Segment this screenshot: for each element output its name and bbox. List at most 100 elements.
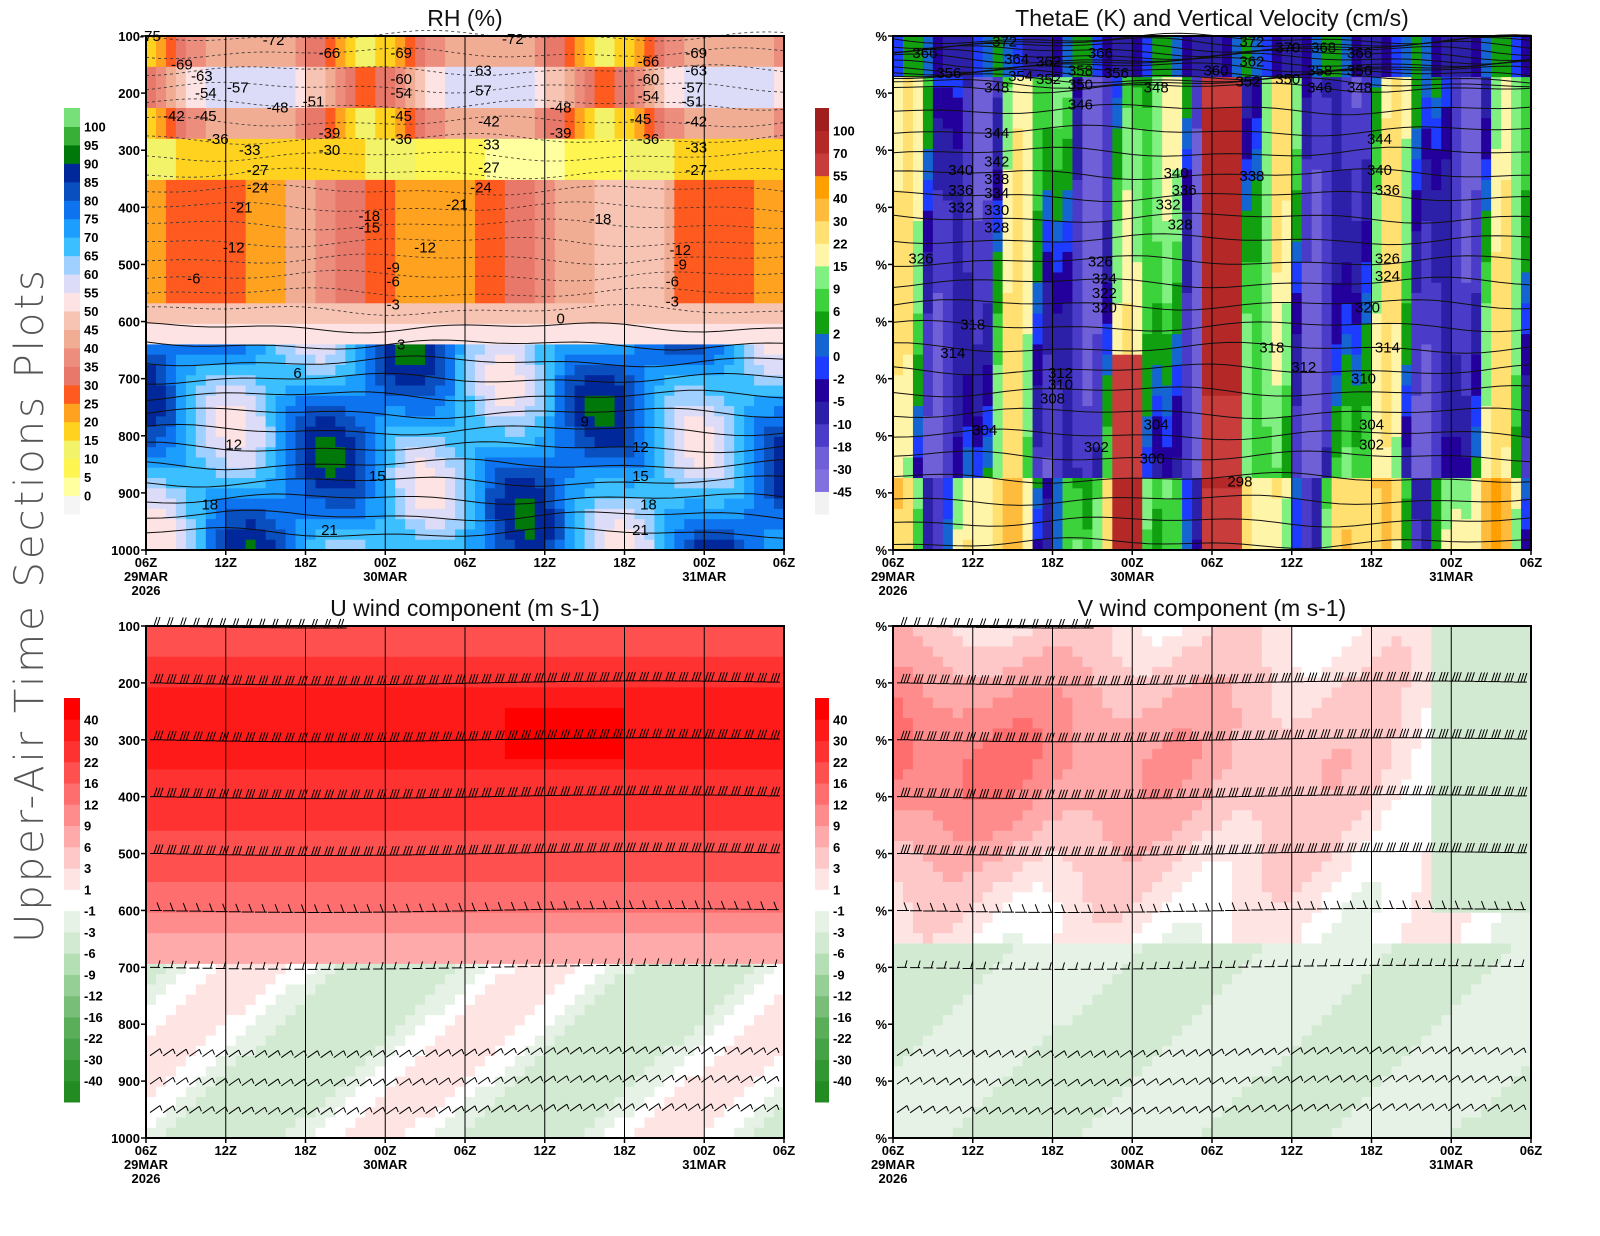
contour-cell [305, 364, 317, 376]
contour-cell [395, 436, 406, 448]
contour-cell [245, 241, 257, 253]
contour-cell [1062, 488, 1074, 500]
contour-cell [335, 282, 346, 294]
contour-cell [564, 66, 576, 78]
contour-cell [1032, 436, 1044, 448]
contour-cell [155, 200, 167, 212]
contour-cell [415, 200, 426, 212]
contour-cell [952, 416, 964, 428]
contour-cell [355, 159, 366, 171]
contour-cell [425, 231, 436, 243]
contour-cell [912, 323, 924, 335]
contour-cell [922, 375, 934, 387]
contour-cell [315, 416, 327, 428]
contour-cell [754, 293, 765, 304]
contour-cell [285, 200, 297, 212]
contour-cell [1002, 436, 1014, 448]
contour-cell [574, 426, 586, 438]
contour-cell [982, 241, 994, 253]
contour-cell [982, 293, 994, 304]
contour-cell [1092, 293, 1103, 304]
contour-cell [355, 323, 366, 335]
contour-cell [962, 457, 974, 469]
contour-cell [415, 519, 426, 531]
contour-cell [215, 416, 227, 428]
contour-cell [205, 416, 217, 428]
contour-cell [594, 282, 606, 294]
contour-cell [455, 36, 466, 47]
contour-cell [1082, 416, 1093, 428]
contour-cell [932, 107, 944, 119]
contour-cell [574, 457, 586, 469]
contour-cell [524, 169, 536, 181]
contour-cell [534, 395, 546, 407]
contour-cell [1152, 508, 1163, 520]
contour-cell [714, 467, 725, 479]
contour-cell [255, 210, 267, 222]
contour-cell [674, 231, 685, 243]
contour-cell [215, 313, 227, 325]
contour-cell [425, 149, 436, 160]
contour-cell [1192, 395, 1203, 407]
contour-cell [365, 36, 376, 47]
contour-cell [922, 313, 934, 325]
contour-cell [225, 66, 237, 78]
contour-cell [215, 169, 227, 181]
contour-cell [932, 293, 944, 304]
contour-cell [255, 323, 267, 335]
contour-cell [704, 323, 715, 335]
contour-cell [982, 179, 994, 191]
contour-cell [455, 107, 466, 119]
contour-cell [465, 375, 476, 387]
contour-cell [484, 385, 496, 397]
contour-cell [146, 416, 157, 428]
contour-cell [146, 210, 157, 222]
contour-cell [215, 375, 227, 387]
contour-cell [614, 87, 626, 99]
contour-cell [415, 323, 426, 335]
contour-cell [932, 313, 944, 325]
contour-cell [1142, 179, 1153, 191]
contour-cell [255, 179, 267, 191]
contour-cell [1192, 385, 1203, 397]
contour-cell [425, 416, 436, 428]
contour-cell [1072, 272, 1084, 284]
contour-cell [644, 97, 656, 109]
contour-cell [225, 323, 237, 335]
contour-cell [544, 118, 556, 130]
contour-cell [684, 313, 695, 325]
contour-cell [1062, 354, 1074, 366]
contour-cell [435, 179, 446, 191]
contour-cell [514, 436, 526, 448]
contour-cell [295, 169, 307, 181]
contour-cell [1082, 262, 1093, 274]
contour-cell [534, 478, 546, 489]
colorbar-label: 35 [84, 359, 98, 374]
contour-cell [902, 190, 914, 202]
contour-cell [455, 262, 466, 274]
contour-cell [355, 447, 366, 459]
contour-cell [604, 200, 616, 212]
contour-cell [355, 344, 366, 356]
contour-cell [734, 128, 745, 140]
contour-cell [982, 436, 994, 448]
contour-cell [1012, 200, 1024, 212]
contour-cell [165, 375, 177, 387]
contour-cell [764, 354, 775, 366]
contour-cell [1132, 231, 1143, 243]
contour-cell [215, 179, 227, 191]
contour-cell [405, 395, 416, 407]
contour-cell [1052, 272, 1064, 284]
contour-cell [325, 416, 337, 428]
contour-cell [484, 251, 496, 263]
contour-cell [435, 457, 446, 469]
contour-cell [395, 375, 406, 387]
contour-cell [564, 416, 576, 428]
contour-cell [704, 395, 715, 407]
contour-cell [774, 190, 785, 202]
contour-cell [265, 334, 277, 345]
contour-cell [524, 539, 536, 551]
contour-cell [205, 77, 217, 88]
contour-cell [275, 159, 287, 171]
contour-cell [484, 179, 496, 191]
